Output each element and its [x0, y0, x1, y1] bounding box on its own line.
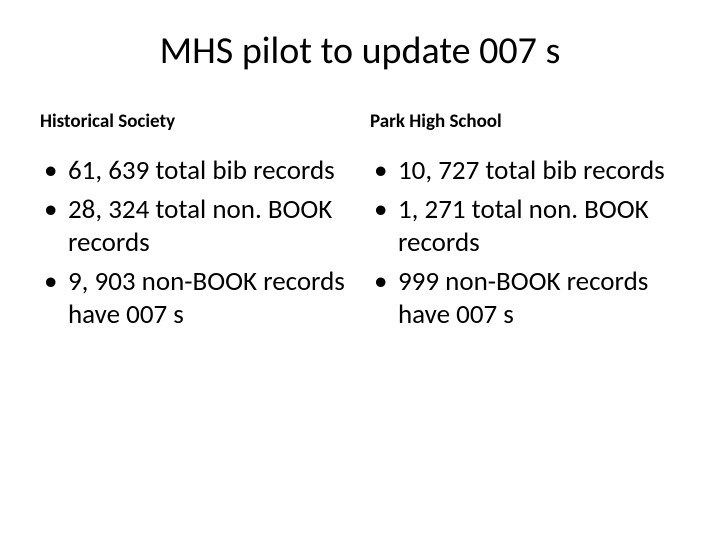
list-item: 9, 903 non-BOOK records have 007 s — [40, 266, 350, 332]
list-item: 28, 324 total non. BOOK records — [40, 194, 350, 260]
column-heading-right: Park High School — [370, 110, 680, 133]
column-heading-left: Historical Society — [40, 110, 350, 133]
page-title: MHS pilot to update 007 s — [40, 28, 680, 74]
column-right: Park High School 10, 727 total bib recor… — [370, 110, 680, 338]
column-left: Historical Society 61, 639 total bib rec… — [40, 110, 350, 338]
bullet-list-left: 61, 639 total bib records 28, 324 total … — [40, 155, 350, 332]
list-item: 61, 639 total bib records — [40, 155, 350, 188]
list-item: 1, 271 total non. BOOK records — [370, 194, 680, 260]
list-item: 10, 727 total bib records — [370, 155, 680, 188]
list-item: 999 non-BOOK records have 007 s — [370, 266, 680, 332]
slide: MHS pilot to update 007 s Historical Soc… — [0, 0, 720, 540]
bullet-list-right: 10, 727 total bib records 1, 271 total n… — [370, 155, 680, 332]
columns-container: Historical Society 61, 639 total bib rec… — [40, 110, 680, 338]
